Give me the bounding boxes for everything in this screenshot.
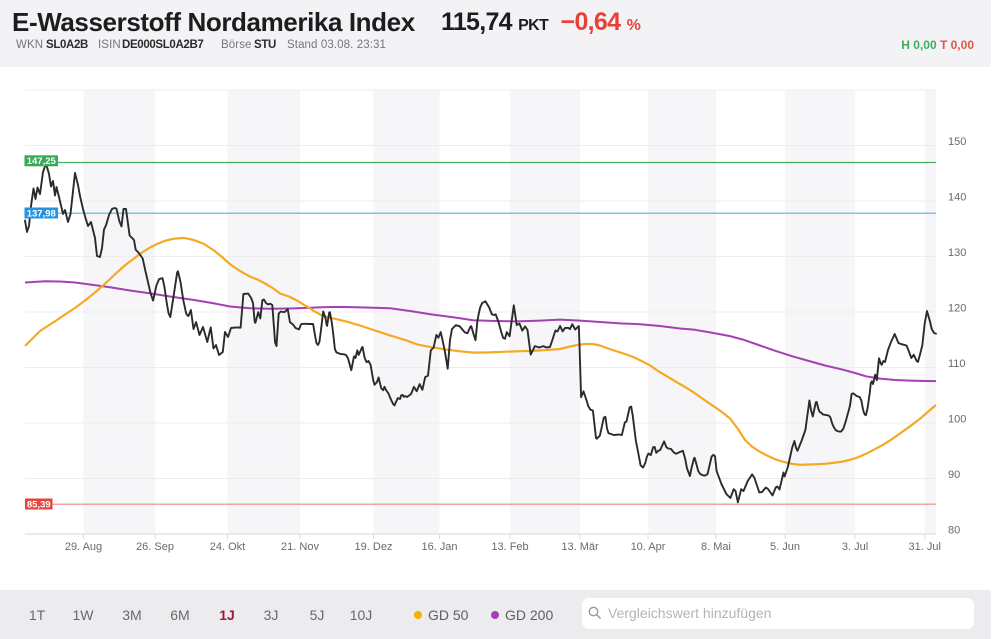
- svg-text:16. Jan: 16. Jan: [421, 541, 457, 553]
- svg-text:150: 150: [948, 136, 966, 148]
- svg-text:31. Jul: 31. Jul: [908, 541, 940, 553]
- svg-text:130: 130: [948, 247, 966, 259]
- svg-text:24. Okt: 24. Okt: [210, 541, 245, 553]
- svg-text:8. Mai: 8. Mai: [701, 541, 731, 553]
- svg-text:13. Feb: 13. Feb: [491, 541, 528, 553]
- svg-text:90: 90: [948, 469, 960, 481]
- svg-text:29. Aug: 29. Aug: [65, 541, 102, 553]
- svg-text:147,25: 147,25: [27, 156, 57, 167]
- svg-text:110: 110: [948, 358, 966, 370]
- svg-text:140: 140: [948, 192, 966, 204]
- svg-text:5. Jun: 5. Jun: [770, 541, 800, 553]
- svg-text:10. Apr: 10. Apr: [631, 541, 666, 553]
- svg-text:80: 80: [948, 525, 960, 537]
- svg-text:3. Jul: 3. Jul: [842, 541, 868, 553]
- svg-text:13. Mär: 13. Mär: [561, 541, 599, 553]
- svg-text:21. Nov: 21. Nov: [281, 541, 319, 553]
- svg-text:26. Sep: 26. Sep: [136, 541, 174, 553]
- svg-text:120: 120: [948, 303, 966, 315]
- svg-text:85,39: 85,39: [27, 499, 51, 510]
- svg-text:19. Dez: 19. Dez: [355, 541, 393, 553]
- svg-text:100: 100: [948, 414, 966, 426]
- svg-text:137,98: 137,98: [27, 208, 56, 219]
